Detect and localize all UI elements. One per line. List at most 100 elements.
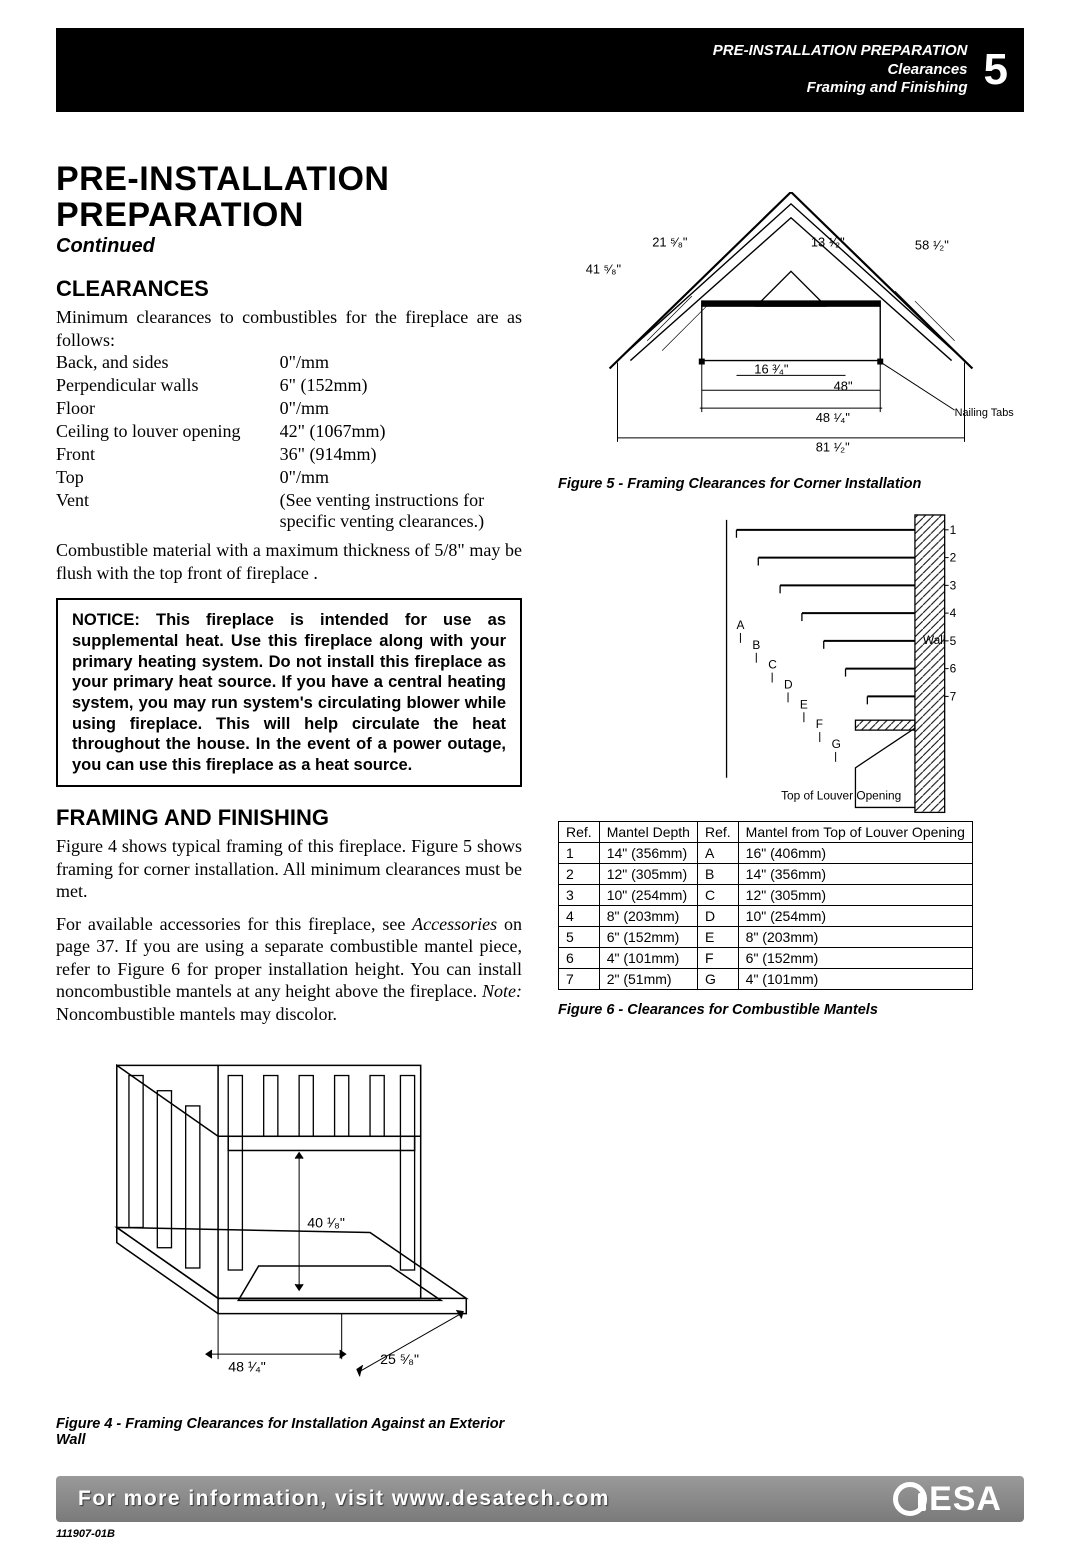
- header-line-1: PRE-INSTALLATION PREPARATION: [713, 42, 968, 61]
- mantel-cell: 6: [559, 947, 600, 968]
- fig4-dim-width: 48 ¹⁄₄": [228, 1360, 266, 1376]
- mantel-cell: 10" (254mm): [738, 905, 972, 926]
- fig6-letter: D: [784, 677, 793, 691]
- fig6-letter: A: [736, 618, 744, 632]
- clearance-label: Front: [56, 443, 280, 466]
- table-row: Front36" (914mm): [56, 443, 522, 466]
- table-row: 114" (356mm)A16" (406mm): [559, 842, 973, 863]
- fig6-letter: F: [816, 717, 823, 731]
- clearances-table: Back, and sides0"/mmPerpendicular walls6…: [56, 351, 522, 533]
- mantel-table: Ref. Mantel Depth Ref. Mantel from Top o…: [558, 821, 973, 990]
- mantel-th-4: Mantel from Top of Louver Opening: [738, 821, 972, 842]
- table-row: 48" (203mm)D10" (254mm): [559, 905, 973, 926]
- table-row: Back, and sides0"/mm: [56, 351, 522, 374]
- figure-5-caption: Figure 5 - Framing Clearances for Corner…: [558, 476, 1024, 492]
- mantel-cell: 5: [559, 926, 600, 947]
- header-bar: PRE-INSTALLATION PREPARATION Clearances …: [56, 28, 1024, 112]
- mantel-th-1: Ref.: [559, 821, 600, 842]
- fig6-num: 6: [950, 661, 957, 675]
- framing-p2: For available accessories for this firep…: [56, 913, 522, 1026]
- fig5-81-12: 81 ¹⁄₂": [816, 440, 850, 455]
- mantel-cell: 3: [559, 884, 600, 905]
- continued-label: Continued: [56, 235, 522, 258]
- page-title-line1: PRE-INSTALLATION: [56, 162, 522, 198]
- mantel-cell: A: [697, 842, 738, 863]
- page-title-line2: PREPARATION: [56, 198, 522, 234]
- mantel-cell: 14" (356mm): [738, 863, 972, 884]
- framing-p2-em: Accessories: [412, 914, 497, 934]
- framing-heading: FRAMING AND FINISHING: [56, 805, 522, 831]
- table-row: 72" (51mm)G4" (101mm): [559, 968, 973, 989]
- mantel-cell: F: [697, 947, 738, 968]
- fig6-num: 3: [950, 578, 957, 592]
- fig5-21-58: 21 ⁵⁄₈": [652, 235, 688, 250]
- fig5-13-12: 13 ¹⁄₂": [811, 235, 845, 250]
- clearances-intro: Minimum clearances to combustibles for t…: [56, 306, 522, 351]
- fig4-dim-depth: 25 ⁵⁄₈": [380, 1353, 419, 1369]
- mantel-cell: E: [697, 926, 738, 947]
- clearance-label: Perpendicular walls: [56, 374, 280, 397]
- table-row: 56" (152mm)E8" (203mm): [559, 926, 973, 947]
- header-line-2: Clearances: [713, 61, 968, 80]
- mantel-cell: 4" (101mm): [738, 968, 972, 989]
- fig5-48-14: 48 ¹⁄₄": [816, 410, 851, 425]
- clearance-value: (See venting instructions for specific v…: [280, 489, 522, 533]
- mantel-cell: 4: [559, 905, 600, 926]
- framing-p1: Figure 4 shows typical framing of this f…: [56, 835, 522, 903]
- mantel-th-3: Ref.: [697, 821, 738, 842]
- mantel-cell: 16" (406mm): [738, 842, 972, 863]
- mantel-cell: D: [697, 905, 738, 926]
- brand-logo: ESA: [893, 1480, 1002, 1519]
- mantel-cell: 6" (152mm): [738, 947, 972, 968]
- mantel-cell: 1: [559, 842, 600, 863]
- mantel-cell: 10" (254mm): [599, 884, 697, 905]
- clearance-value: 6" (152mm): [280, 374, 522, 397]
- clearance-value: 36" (914mm): [280, 443, 522, 466]
- figure-4-diagram: 40 ¹⁄₈" 48 ¹⁄₄" 25 ⁵⁄₈": [56, 1035, 522, 1410]
- mantel-cell: 6" (152mm): [599, 926, 697, 947]
- framing-p2-note: Note:: [482, 981, 522, 1001]
- fig6-num: 7: [950, 689, 957, 703]
- fig6-num: 4: [950, 606, 957, 620]
- table-row: Vent(See venting instructions for specif…: [56, 489, 522, 533]
- mantel-cell: 2: [559, 863, 600, 884]
- footer-text: For more information, visit www.desatech…: [78, 1487, 610, 1511]
- clearance-label: Floor: [56, 397, 280, 420]
- table-row: 64" (101mm)F6" (152mm): [559, 947, 973, 968]
- right-column: 21 ⁵⁄₈" 41 ⁵⁄₈" 13 ¹⁄₂" 58 ¹⁄₂" 16 ³⁄₄" …: [558, 162, 1024, 1448]
- mantel-cell: 2" (51mm): [599, 968, 697, 989]
- figure-5-diagram: 21 ⁵⁄₈" 41 ⁵⁄₈" 13 ¹⁄₂" 58 ¹⁄₂" 16 ³⁄₄" …: [558, 192, 1024, 470]
- mantel-th-2: Mantel Depth: [599, 821, 697, 842]
- footer-band: For more information, visit www.desatech…: [56, 1476, 1024, 1522]
- clearance-value: 0"/mm: [280, 351, 522, 374]
- fig6-letter: G: [832, 737, 841, 751]
- mantel-cell: 12" (305mm): [738, 884, 972, 905]
- mantel-cell: 7: [559, 968, 600, 989]
- logo-ring-icon: [893, 1482, 927, 1516]
- fig5-58-12: 58 ¹⁄₂": [915, 238, 949, 253]
- notice-box: NOTICE: This fireplace is intended for u…: [56, 598, 522, 787]
- clearances-heading: CLEARANCES: [56, 276, 522, 302]
- mantel-cell: 8" (203mm): [738, 926, 972, 947]
- mantel-cell: G: [697, 968, 738, 989]
- figure-6-caption: Figure 6 - Clearances for Combustible Ma…: [558, 1002, 1024, 1018]
- fig5-nailing: Nailing Tabs: [955, 407, 1015, 419]
- clearance-label: Top: [56, 466, 280, 489]
- fig6-top-label: Top of Louver Opening: [781, 788, 901, 802]
- figure-6-diagram: Wall Top of Louver Opening 1234567ABCDEF…: [558, 510, 1024, 817]
- fig6-num: 2: [950, 550, 957, 564]
- table-row: Top0"/mm: [56, 466, 522, 489]
- fig6-letter: B: [752, 637, 760, 651]
- clearance-label: Vent: [56, 489, 280, 533]
- left-column: PRE-INSTALLATION PREPARATION Continued C…: [56, 162, 522, 1448]
- logo-text: ESA: [929, 1480, 1002, 1519]
- clearance-value: 42" (1067mm): [280, 420, 522, 443]
- framing-p2a: For available accessories for this firep…: [56, 914, 412, 934]
- fig6-num: 5: [950, 633, 957, 647]
- fig5-48: 48": [834, 378, 853, 393]
- clearance-label: Ceiling to louver opening: [56, 420, 280, 443]
- doc-reference: 111907-01B: [56, 1528, 1024, 1540]
- fig5-16-34: 16 ³⁄₄": [754, 361, 789, 376]
- fig6-num: 1: [950, 522, 957, 536]
- mantel-cell: 8" (203mm): [599, 905, 697, 926]
